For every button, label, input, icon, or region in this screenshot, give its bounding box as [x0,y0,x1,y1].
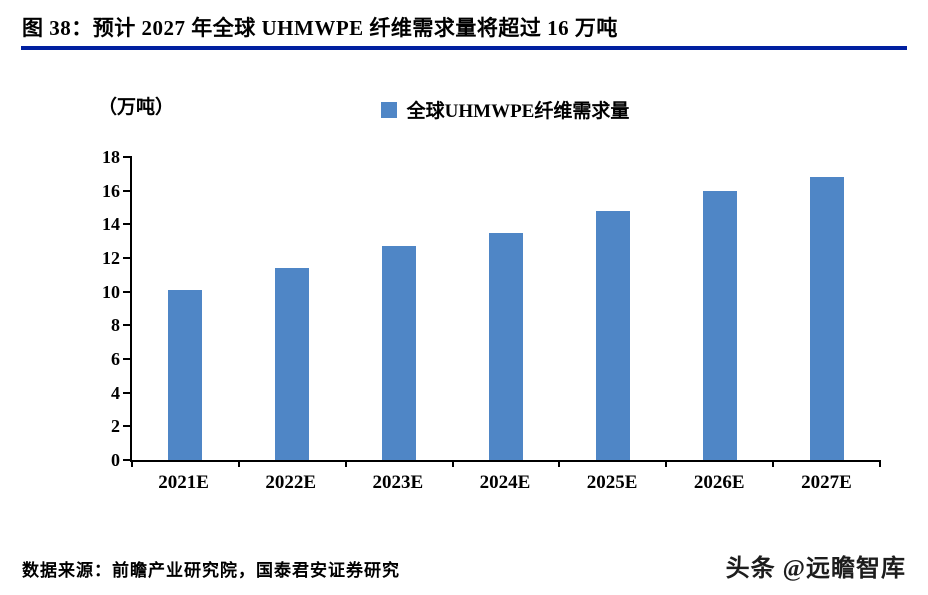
bar-series [132,157,880,460]
y-tick-label: 10 [102,281,120,302]
chart-legend: 全球UHMWPE纤维需求量 [130,96,880,123]
bar-category [453,157,560,460]
plot-area: 0 2 4 6 8 10 12 14 16 18 [102,148,881,469]
y-tick-mark [123,257,132,259]
x-tick-label: 2026E [693,472,745,493]
watermark: 头条 @远瞻智库 [725,556,906,582]
x-tick-mark [772,460,775,467]
y-tick-mark [123,391,132,394]
bar-category [132,157,239,460]
y-tick-mark [123,324,132,327]
x-tick-mark [237,460,240,467]
bar-2027E [809,177,844,460]
y-tick-label: 0 [111,450,120,470]
legend-label: 全球UHMWPE纤维需求量 [406,101,630,122]
x-tick-mark [451,460,454,467]
bar-category [559,157,666,460]
x-tick-label: 2021E [158,472,209,493]
y-tick-label: 2 [111,416,120,437]
y-tick-label: 12 [102,248,120,268]
bar-category [239,157,346,460]
y-tick-label: 4 [111,382,120,403]
x-tick-label: 2024E [479,472,531,493]
y-tick-mark [123,358,132,360]
data-source-note: 数据来源：前瞻产业研究院，国泰君安证券研究 [22,561,400,580]
bar-2025E [595,210,630,460]
bar-category [666,157,773,460]
figure-title: 图 38：预计 2027 年全球 UHMWPE 纤维需求量将超过 16 万吨 [22,16,618,40]
bar-2021E [168,289,203,460]
y-tick-mark [123,156,132,158]
y-tick-mark [123,425,132,428]
x-tick-label: 2025E [586,472,638,493]
y-axis-unit-label: （万吨） [98,97,175,118]
y-tick-label: 18 [102,147,120,167]
y-tick-label: 8 [111,315,120,336]
x-tick-mark [344,460,347,467]
bar-2022E [275,268,310,460]
x-tick-mark [665,460,668,467]
y-tick-label: 14 [102,214,120,235]
bar-category [346,157,453,460]
x-tick-label: 2022E [265,472,317,493]
bar-category [773,157,880,460]
y-tick-mark [123,459,132,461]
title-underline [21,46,907,50]
bar-2023E [382,246,417,460]
bar-2026E [702,190,737,460]
x-tick-label: 2023E [372,472,424,493]
x-tick-mark [879,460,881,467]
legend-swatch [380,101,397,118]
x-axis-labels: 2021E 2022E 2023E 2024E 2025E 2026E 2027E [130,472,880,494]
y-tick-mark [123,223,132,226]
x-tick-mark [558,460,561,467]
y-tick-label: 16 [102,180,120,201]
bar-2024E [489,232,523,460]
y-tick-mark [123,290,132,293]
x-tick-mark [131,460,133,467]
y-tick-mark [123,189,132,192]
y-tick-label: 6 [111,349,120,369]
x-tick-label: 2027E [801,472,852,493]
